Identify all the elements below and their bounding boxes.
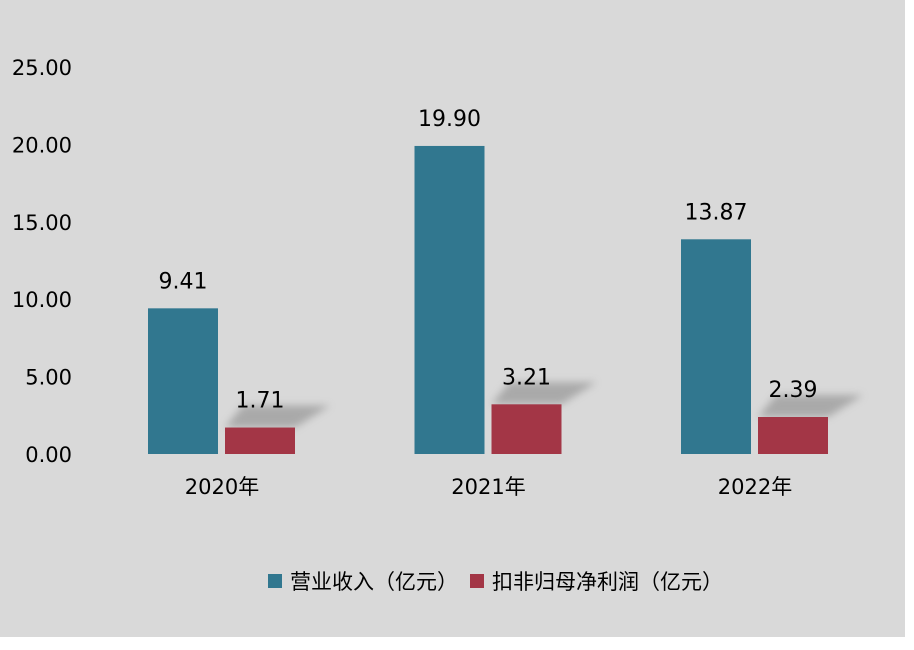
legend-swatch-revenue	[268, 574, 282, 588]
data-label: 13.87	[685, 200, 748, 225]
y-tick-label: 15.00	[12, 211, 72, 235]
y-tick-label: 0.00	[25, 443, 72, 467]
legend-item-net-profit: 扣非归母净利润（亿元）	[470, 566, 723, 596]
data-label: 19.90	[418, 107, 481, 132]
legend-swatch-net-profit	[470, 574, 484, 588]
legend: 营业收入（亿元） 扣非归母净利润（亿元）	[268, 566, 735, 596]
bar-shadow	[491, 382, 597, 405]
data-label: 3.21	[502, 365, 551, 390]
x-tick-label: 2021年	[451, 475, 525, 499]
y-tick-label: 5.00	[25, 366, 72, 390]
bar-revenue	[148, 308, 218, 454]
bar-shadow	[758, 395, 863, 418]
data-label: 1.71	[236, 389, 285, 414]
y-tick-label: 10.00	[12, 288, 72, 312]
bar-revenue	[681, 239, 751, 454]
x-tick-label: 2020年	[185, 475, 259, 499]
y-axis: 0.00 5.00 10.00 15.00 20.00 25.00	[12, 56, 72, 467]
legend-label-net-profit: 扣非归母净利润（亿元）	[492, 570, 723, 594]
bar-net-profit	[491, 404, 562, 454]
y-tick-label: 20.00	[12, 133, 72, 157]
bar-shadow	[225, 405, 330, 428]
legend-item-revenue: 营业收入（亿元）	[268, 566, 458, 596]
data-label: 2.39	[769, 378, 818, 403]
x-tick-label: 2022年	[718, 475, 792, 499]
bar-net-profit	[758, 417, 828, 454]
bar-net-profit	[225, 427, 295, 454]
y-tick-label: 25.00	[12, 56, 72, 80]
x-axis: 2020年 2021年 2022年	[185, 475, 792, 499]
data-label: 9.41	[159, 269, 208, 294]
bar-revenue	[414, 145, 485, 454]
bars: 9.41 1.71 19.90 3.21 13.87 2.39	[148, 107, 863, 454]
legend-label-revenue: 营业收入（亿元）	[290, 570, 458, 594]
